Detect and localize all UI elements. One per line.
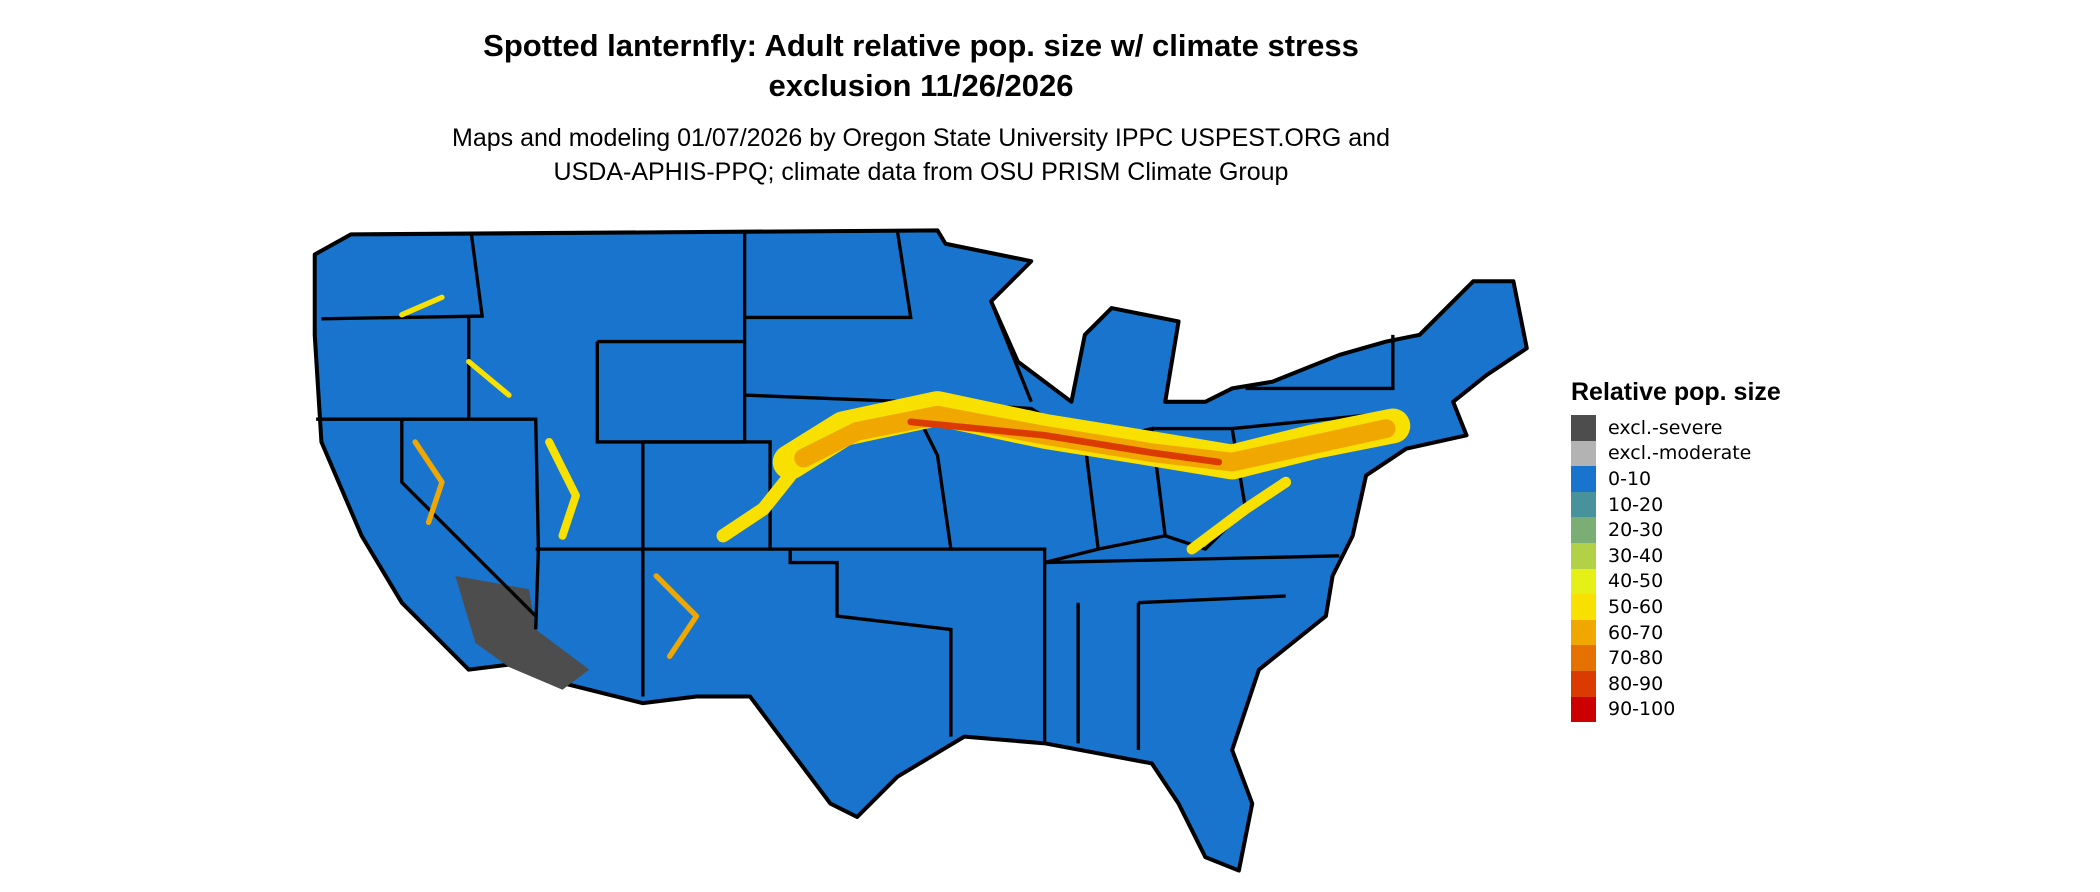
map-subtitle: Maps and modeling 01/07/2026 by Oregon S… bbox=[0, 121, 1842, 189]
subtitle-line-2: USDA-APHIS-PPQ; climate data from OSU PR… bbox=[553, 158, 1289, 186]
title-line-1: Spotted lanternfly: Adult relative pop. … bbox=[483, 28, 1359, 63]
legend-swatch bbox=[1571, 415, 1596, 441]
legend-item: 0-10 bbox=[1571, 466, 1781, 492]
legend-swatch bbox=[1571, 542, 1596, 569]
legend-label: 30-40 bbox=[1608, 544, 1664, 567]
legend-items: excl.-severe excl.-moderate 0-10 10-20 20-30… bbox=[1571, 415, 1781, 723]
legend-swatch bbox=[1571, 670, 1596, 697]
legend-item: 50-60 bbox=[1571, 594, 1781, 620]
legend-swatch bbox=[1571, 491, 1596, 518]
legend-label: excl.-moderate bbox=[1608, 442, 1752, 465]
legend: Relative pop. size excl.-severe excl.-mod… bbox=[1571, 378, 1781, 723]
legend-swatch bbox=[1571, 440, 1596, 467]
legend-item: 90-100 bbox=[1571, 696, 1781, 723]
legend-label: excl.-severe bbox=[1608, 416, 1723, 439]
map-title: Spotted lanternfly: Adult relative pop. … bbox=[0, 26, 1842, 106]
legend-item: excl.-severe bbox=[1571, 415, 1781, 441]
legend-swatch bbox=[1571, 645, 1596, 671]
exclusion-severe-area bbox=[455, 575, 590, 690]
legend-label: 10-20 bbox=[1608, 493, 1664, 516]
legend-label: 50-60 bbox=[1608, 595, 1664, 618]
legend-label: 70-80 bbox=[1608, 647, 1664, 670]
legend-label: 0-10 bbox=[1608, 467, 1652, 490]
legend-swatch bbox=[1571, 466, 1596, 492]
legend-item: 70-80 bbox=[1571, 645, 1781, 671]
legend-item: 20-30 bbox=[1571, 517, 1781, 543]
legend-label: 80-90 bbox=[1608, 672, 1664, 695]
legend-item: excl.-moderate bbox=[1571, 440, 1781, 467]
state-borders bbox=[316, 230, 1395, 751]
legend-label: 20-30 bbox=[1608, 519, 1664, 542]
title-line-2: exclusion 11/26/2026 bbox=[768, 68, 1074, 103]
legend-item: 30-40 bbox=[1571, 542, 1781, 569]
high-population-band bbox=[399, 294, 1411, 659]
legend-label: 40-50 bbox=[1608, 570, 1664, 593]
legend-item: 60-70 bbox=[1571, 619, 1781, 646]
legend-swatch bbox=[1571, 619, 1596, 646]
legend-label: 90-100 bbox=[1608, 698, 1676, 721]
legend-label: 60-70 bbox=[1608, 621, 1664, 644]
legend-item: 40-50 bbox=[1571, 568, 1781, 595]
subtitle-line-1: Maps and modeling 01/07/2026 by Oregon S… bbox=[452, 124, 1390, 152]
legend-swatch bbox=[1571, 517, 1596, 543]
legend-swatch bbox=[1571, 696, 1596, 723]
legend-item: 10-20 bbox=[1571, 491, 1781, 518]
legend-title: Relative pop. size bbox=[1571, 378, 1781, 406]
legend-item: 80-90 bbox=[1571, 670, 1781, 697]
legend-swatch bbox=[1571, 568, 1596, 595]
legend-swatch bbox=[1571, 594, 1596, 620]
